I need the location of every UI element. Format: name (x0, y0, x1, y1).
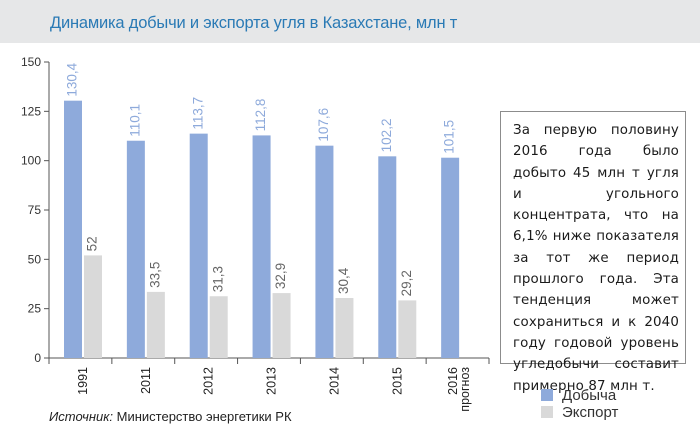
x-tick-label-line: 2012 (202, 367, 216, 395)
bar-export (272, 293, 291, 358)
data-label-export: 32,9 (273, 263, 288, 289)
note-box: За первую половину 2016 года было добыто… (500, 111, 686, 394)
source-prefix: Источник: (49, 409, 113, 424)
bar-production (441, 157, 460, 358)
bar-production (189, 133, 208, 358)
legend-swatch-export (541, 406, 553, 418)
y-tick-label: 25 (28, 302, 42, 316)
note-text: За первую половину 2016 года было добыто… (513, 123, 679, 394)
data-label-export: 31,3 (210, 266, 225, 292)
bar-export (146, 291, 165, 358)
bar-export (398, 300, 417, 358)
x-tick-label: 2014 (327, 367, 341, 395)
legend-item-export: Экспорт (541, 403, 619, 421)
x-tick-label: 2011 (139, 367, 153, 394)
source-note: Источник: Министерство энергетики РК (49, 409, 292, 424)
y-tick-label: 75 (28, 203, 42, 217)
data-label-production: 112,8 (253, 99, 268, 132)
x-tick-label-line: 1991 (76, 367, 90, 395)
bar-export (84, 255, 102, 358)
source-text: Министерство энергетики РК (116, 409, 292, 424)
data-label-production: 107,6 (316, 108, 331, 142)
x-tick-label: 2012 (202, 367, 216, 395)
y-tick-label: 150 (21, 55, 41, 69)
x-tick-label: 2013 (265, 367, 279, 395)
chart-title: Динамика добычи и экспорта угля в Казахс… (50, 14, 458, 32)
legend-swatch-production (541, 389, 553, 401)
bar-production (252, 135, 271, 358)
x-tick-label: 2015 (390, 367, 404, 395)
y-tick-label: 100 (21, 154, 41, 168)
data-label-export: 30,4 (336, 267, 351, 294)
data-label-production: 113,7 (190, 97, 205, 130)
data-label-production: 101,5 (442, 120, 457, 154)
x-tick-label-line: 2011 (139, 367, 153, 394)
legend-label-export: Экспорт (562, 403, 619, 421)
x-tick-label-line: 2013 (265, 367, 279, 395)
data-label-export: 33,5 (147, 262, 162, 288)
legend-item-production: Добыча (541, 386, 617, 404)
bar-production (378, 156, 397, 358)
x-tick-label-line: 2015 (390, 367, 404, 395)
data-label-production: 110,1 (127, 104, 142, 137)
legend-label-production: Добыча (562, 386, 617, 404)
data-label-production: 102,2 (379, 119, 394, 153)
bar-export (335, 298, 354, 358)
x-tick-label: 1991 (76, 367, 90, 395)
bar-production (315, 145, 334, 358)
y-tick-label: 125 (21, 104, 41, 118)
x-tick-label-line: 2014 (327, 367, 341, 395)
data-label-export: 52 (85, 236, 100, 251)
bar-export (209, 296, 228, 358)
x-tick-label-line: 2016 (446, 367, 460, 395)
x-tick-label: 2016прогноз (446, 367, 472, 412)
title-bar: Динамика добычи и экспорта угля в Казахс… (0, 0, 700, 43)
data-label-export: 29,2 (399, 270, 414, 296)
y-tick-label: 50 (28, 252, 42, 266)
bar-chart: 0 25 50 75 100 125 150 130,4 52 1991 110,1 33,5 2011… (21, 55, 490, 412)
bar-production (126, 140, 145, 358)
bar-production (64, 100, 82, 358)
x-tick-label-line: прогноз (458, 367, 472, 412)
data-label-production: 130,4 (65, 62, 80, 96)
y-tick-label: 0 (34, 351, 41, 365)
